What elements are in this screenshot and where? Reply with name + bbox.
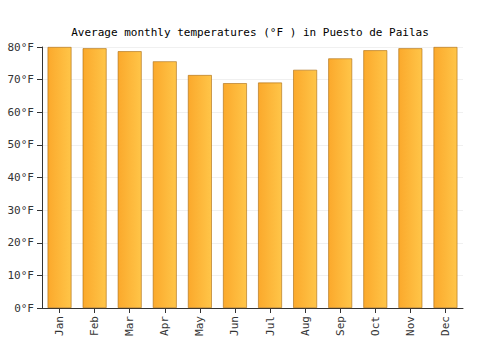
svg-text:60°F: 60°F: [8, 106, 35, 119]
svg-text:Nov: Nov: [404, 316, 417, 336]
svg-text:30°F: 30°F: [8, 204, 35, 217]
svg-text:Jul: Jul: [264, 316, 277, 336]
svg-text:70°F: 70°F: [8, 73, 35, 86]
svg-text:Jun: Jun: [228, 316, 241, 336]
svg-text:Sep: Sep: [334, 316, 347, 336]
svg-text:50°F: 50°F: [8, 138, 35, 151]
svg-text:Aug: Aug: [299, 316, 312, 336]
svg-text:10°F: 10°F: [8, 269, 35, 282]
svg-text:80°F: 80°F: [8, 41, 35, 54]
svg-text:Oct: Oct: [369, 316, 382, 336]
svg-text:May: May: [193, 316, 206, 336]
svg-text:Apr: Apr: [158, 316, 171, 336]
svg-text:20°F: 20°F: [8, 236, 35, 249]
svg-text:Jan: Jan: [53, 316, 66, 336]
svg-text:40°F: 40°F: [8, 171, 35, 184]
svg-text:0°F: 0°F: [14, 302, 34, 315]
svg-text:Feb: Feb: [88, 316, 101, 336]
svg-text:Average monthly temperatures (: Average monthly temperatures (°F ) in Pu…: [71, 26, 429, 39]
svg-text:Dec: Dec: [439, 316, 452, 336]
svg-text:Mar: Mar: [123, 316, 136, 336]
